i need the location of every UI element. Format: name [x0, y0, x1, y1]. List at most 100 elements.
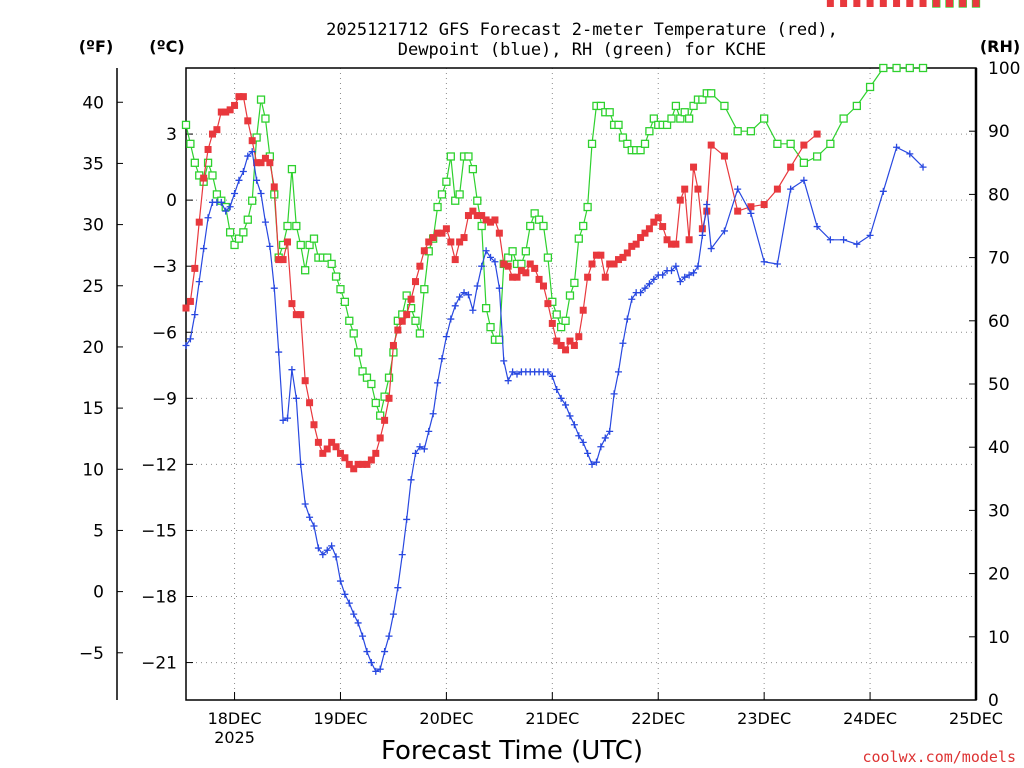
rh-point — [345, 316, 354, 325]
rh-point — [587, 139, 597, 148]
dewpoint-point — [544, 368, 552, 376]
dewpoint-point — [319, 551, 327, 559]
rh-point — [243, 215, 252, 224]
rh-point — [292, 221, 301, 231]
dewpoint-point — [447, 315, 455, 323]
rh-point — [539, 221, 548, 231]
dewpoint-point — [416, 443, 424, 451]
temperature-point — [376, 434, 384, 442]
rh-point — [556, 322, 566, 332]
rh-point — [689, 101, 698, 111]
rh-point — [296, 240, 305, 250]
fahrenheit-tick-label: 40 — [82, 93, 104, 113]
x-tick-label: 22DEC — [631, 709, 685, 728]
dewpoint-point — [628, 295, 636, 303]
rh-point — [521, 247, 530, 256]
dewpoint-point — [438, 355, 446, 363]
temperature-point — [526, 260, 534, 268]
rh-point — [186, 139, 195, 148]
dewpoint-point — [363, 648, 371, 656]
celsius-tick-label: −6 — [152, 323, 177, 343]
rh-point — [331, 272, 341, 281]
temperature-point — [628, 242, 636, 250]
dewpoint-point — [659, 271, 667, 279]
rh-point — [746, 127, 756, 136]
rh-point — [526, 221, 535, 231]
dewpoint-point — [429, 410, 437, 418]
temperature-point — [257, 159, 265, 167]
temperature-point — [398, 317, 406, 325]
rh-point — [645, 127, 654, 136]
temperature-point — [959, 0, 967, 7]
rh-point — [676, 114, 685, 123]
rh-point — [565, 291, 575, 300]
temperature-point — [531, 264, 539, 272]
rh-point — [420, 285, 429, 294]
dewpoint-point — [641, 284, 649, 292]
rh-point — [446, 152, 455, 161]
temperature-point — [535, 275, 543, 283]
celsius-tick-label: −15 — [141, 521, 177, 541]
dewpoint-point — [487, 253, 495, 261]
temperature-point — [592, 251, 600, 259]
dewpoint-point — [306, 513, 314, 521]
rh-point — [799, 158, 809, 167]
rh-tick-label: 60 — [988, 312, 1010, 332]
rh-point — [477, 221, 486, 231]
temperature-point — [500, 260, 508, 268]
x-tick-label: 24DEC — [843, 709, 897, 728]
rh-point — [411, 316, 420, 325]
dewpoint-point — [204, 214, 212, 222]
dewpoint-point — [451, 302, 459, 310]
axis-ticks: 30−3−6−9−12−15−18−214035302520151050−510… — [79, 59, 1021, 747]
dewpoint-point — [597, 443, 605, 451]
celsius-tick-label: −12 — [141, 455, 177, 475]
dewpoint-point — [350, 610, 358, 618]
temperature-point — [690, 163, 698, 171]
rh-point — [362, 373, 372, 382]
dewpoint-point — [584, 449, 592, 457]
dewpoint-point — [773, 260, 781, 268]
rh-point — [636, 146, 645, 155]
dewpoint-point — [495, 284, 503, 292]
temperature-point — [195, 218, 203, 226]
rh-point — [812, 152, 822, 161]
temperature-point — [389, 341, 397, 349]
temperature-point — [694, 185, 702, 193]
temperature-point — [447, 238, 455, 246]
rh-point — [618, 133, 628, 142]
celsius-tick-label: −21 — [141, 654, 177, 674]
temperature-point — [231, 101, 239, 109]
temperature-point — [407, 295, 415, 303]
temperature-point — [650, 218, 658, 226]
dewpoint-point — [367, 659, 375, 667]
temperature-series — [182, 0, 980, 473]
temperature-point — [517, 267, 525, 275]
temperature-point — [681, 185, 689, 193]
temperature-point — [553, 337, 561, 345]
dewpoint-point — [760, 258, 768, 266]
temperature-point — [217, 108, 225, 116]
temperature-point — [323, 445, 331, 453]
temperature-point — [222, 108, 230, 116]
temperature-point — [239, 93, 247, 101]
rh-point — [384, 373, 394, 382]
temperature-point — [562, 346, 570, 354]
rh-point — [561, 316, 570, 325]
temperature-point — [588, 260, 596, 268]
dewpoint-point — [681, 273, 689, 281]
dewpoint-series — [183, 144, 927, 675]
dewpoint-point — [222, 207, 230, 215]
temperature-point — [261, 154, 269, 162]
rh-unit-label: (RH) — [980, 37, 1020, 56]
temperature-point — [840, 0, 848, 7]
temperature-point — [191, 264, 199, 272]
dewpoint-point — [253, 176, 261, 184]
x-tick-label: 20DEC — [419, 709, 473, 728]
dewpoint-point — [570, 421, 578, 429]
temperature-point — [615, 256, 623, 264]
temperature-point — [297, 311, 305, 319]
temperature-point — [632, 240, 640, 248]
dewpoint-point — [469, 306, 477, 314]
